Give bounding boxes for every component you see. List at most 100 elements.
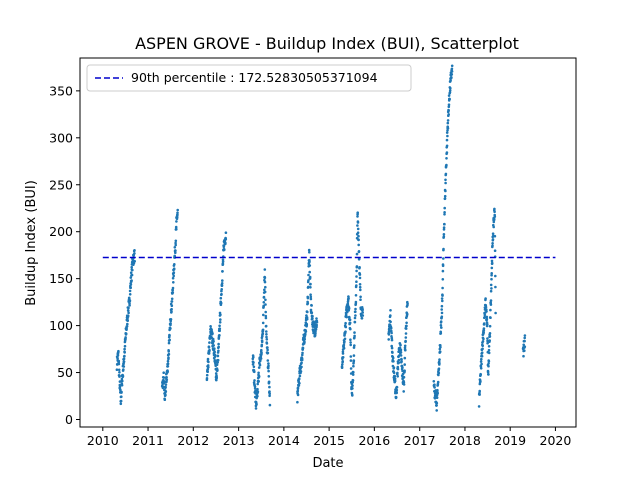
data-point — [307, 273, 310, 277]
data-point — [478, 393, 481, 396]
data-point — [352, 346, 356, 349]
data-point — [349, 367, 353, 370]
data-point — [349, 338, 352, 342]
data-point — [166, 362, 170, 366]
data-point — [447, 109, 450, 112]
data-point — [387, 330, 391, 334]
data-point — [341, 360, 345, 363]
data-point — [355, 275, 358, 278]
data-point — [265, 335, 268, 339]
data-point — [486, 323, 489, 326]
data-point — [353, 320, 357, 324]
data-point — [172, 271, 176, 274]
data-point — [440, 308, 444, 311]
data-point — [341, 352, 345, 355]
data-point — [490, 261, 494, 265]
y-tick-label: 100 — [49, 318, 73, 333]
data-point — [443, 206, 447, 210]
data-point — [171, 286, 175, 290]
data-point — [480, 354, 484, 358]
data-point — [264, 310, 268, 314]
data-point — [176, 208, 179, 212]
data-point — [129, 271, 133, 275]
x-tick-label: 2015 — [313, 433, 345, 448]
data-point — [165, 376, 168, 379]
y-tick-label: 350 — [49, 83, 73, 98]
data-point — [221, 258, 225, 262]
data-point — [264, 324, 268, 328]
data-point — [173, 246, 177, 249]
data-point — [296, 393, 300, 397]
data-point — [315, 320, 319, 324]
data-point — [447, 113, 451, 116]
data-point — [492, 220, 496, 224]
data-point — [166, 365, 170, 368]
data-point — [117, 349, 120, 353]
data-point — [257, 375, 261, 378]
y-tick-label: 50 — [57, 365, 73, 380]
data-point — [439, 320, 443, 323]
x-tick-label: 2020 — [540, 433, 572, 448]
data-point — [485, 317, 489, 321]
data-point — [396, 371, 399, 375]
data-point — [489, 289, 493, 293]
data-point — [164, 385, 167, 389]
data-point — [437, 373, 440, 377]
data-point — [387, 333, 391, 336]
data-point — [438, 362, 441, 365]
data-point — [300, 358, 304, 362]
data-point — [207, 352, 211, 355]
data-point — [442, 226, 446, 229]
data-point — [122, 365, 126, 368]
data-point — [309, 297, 313, 301]
data-point — [477, 405, 481, 408]
data-point — [484, 297, 487, 300]
data-point — [308, 270, 312, 274]
data-point — [252, 361, 255, 364]
data-point — [450, 67, 454, 71]
data-point — [391, 351, 394, 354]
data-point — [128, 304, 131, 307]
data-point — [129, 276, 133, 279]
data-point — [176, 211, 179, 215]
data-point — [310, 304, 313, 307]
data-point — [343, 340, 346, 343]
y-tick-label: 250 — [49, 177, 73, 192]
data-point — [435, 401, 439, 405]
data-point — [491, 232, 495, 235]
data-point — [485, 315, 489, 319]
data-point — [487, 373, 490, 376]
data-point — [174, 241, 177, 245]
data-point — [263, 268, 267, 271]
data-point — [443, 211, 446, 214]
data-point — [361, 314, 365, 317]
data-point — [347, 297, 350, 300]
data-point — [354, 314, 357, 317]
x-axis-ticks: 2010 2011 2012 2013 2014 2015 2016 2017 2018 2019… — [87, 427, 571, 448]
data-point — [353, 331, 356, 334]
data-point — [490, 287, 493, 290]
data-point — [263, 288, 266, 292]
data-point — [205, 373, 209, 377]
x-tick-label: 2017 — [404, 433, 436, 448]
data-point — [129, 283, 133, 286]
data-point — [315, 323, 319, 327]
data-point — [358, 283, 362, 286]
data-point — [348, 316, 351, 319]
data-point — [266, 351, 270, 355]
data-point — [207, 360, 210, 364]
data-point — [308, 250, 311, 254]
data-point — [206, 370, 209, 374]
data-point — [358, 285, 362, 289]
data-point — [120, 383, 124, 387]
data-point — [490, 259, 494, 263]
data-point — [175, 220, 178, 223]
legend: 90th percentile : 172.52830505371094 — [86, 64, 412, 92]
data-point — [127, 311, 130, 315]
data-point — [123, 354, 126, 358]
data-point — [359, 298, 362, 302]
data-point — [341, 363, 344, 366]
data-point — [396, 367, 400, 371]
data-point — [308, 264, 312, 267]
data-point — [174, 249, 177, 252]
